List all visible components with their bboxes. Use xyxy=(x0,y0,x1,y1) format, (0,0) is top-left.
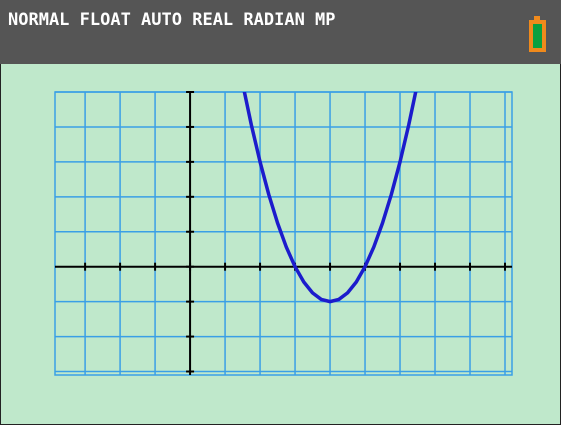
battery-icon xyxy=(529,16,546,52)
plot-border xyxy=(54,91,513,376)
graph-curve xyxy=(242,92,418,304)
status-bar xyxy=(0,0,561,64)
mode-text: NORMAL FLOAT AUTO REAL RADIAN MP xyxy=(8,10,336,30)
plot xyxy=(54,91,513,376)
